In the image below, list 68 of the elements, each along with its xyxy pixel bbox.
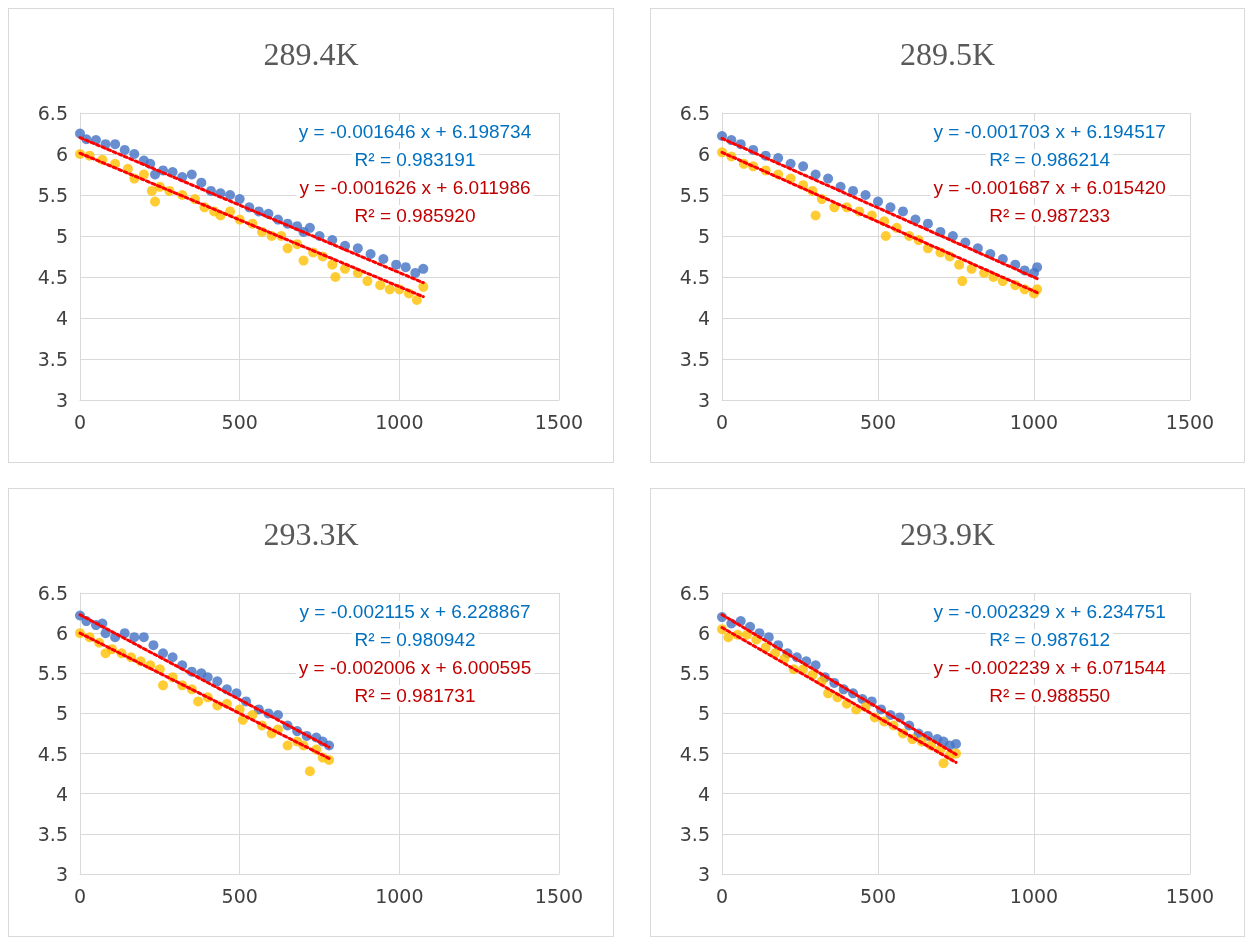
- y-tick-label: 3.5: [679, 822, 710, 845]
- y-tick-label: 3: [55, 389, 68, 411]
- annotation: y = -0.002006 x + 6.000595: [298, 657, 532, 678]
- y-tick-label: 5.5: [679, 184, 710, 206]
- y-tick-label: 4: [55, 782, 68, 805]
- x-tick-label: 0: [73, 884, 87, 907]
- y-tick-label: 6.5: [37, 102, 68, 124]
- y-tick-label: 4.5: [37, 742, 68, 765]
- annotation: R² = 0.980942: [354, 629, 476, 650]
- y-tick-label: 4: [55, 307, 68, 329]
- y-tick-label: 5: [55, 225, 68, 247]
- y-tick-label: 5.5: [37, 662, 68, 685]
- x-tick-label: 0: [715, 410, 729, 433]
- x-tick-label: 1500: [1165, 884, 1215, 907]
- x-tick-label: 1500: [534, 410, 584, 433]
- y-tick-label: 5.5: [37, 184, 68, 206]
- x-tick-label: 1000: [375, 410, 424, 433]
- x-tick-label: 0: [715, 884, 729, 907]
- annotation: y = -0.002115 x + 6.228867: [299, 601, 531, 622]
- x-tick-label: 0: [73, 410, 87, 433]
- y-tick-label: 6: [697, 622, 710, 645]
- annotation: R² = 0.987612: [989, 629, 1111, 650]
- annotation: R² = 0.987233: [989, 205, 1111, 226]
- annotation: y = -0.001703 x + 6.194517: [933, 121, 1166, 142]
- y-tick-label: 5: [697, 225, 710, 247]
- y-tick-label: 3: [697, 389, 710, 411]
- x-tick-label: 1500: [1165, 410, 1215, 433]
- annotation: y = -0.002239 x + 6.071544: [933, 657, 1167, 678]
- y-tick-label: 6: [697, 143, 710, 165]
- y-tick-label: 5: [697, 702, 710, 725]
- annotation: R² = 0.981731: [354, 685, 476, 706]
- y-tick-label: 3.5: [37, 822, 68, 845]
- y-tick-label: 5.5: [679, 662, 710, 685]
- y-tick-label: 6.5: [37, 582, 68, 604]
- x-tick-label: 500: [221, 884, 258, 907]
- y-tick-label: 6: [55, 622, 68, 645]
- annotation: R² = 0.988550: [989, 685, 1111, 706]
- y-tick-label: 6.5: [679, 582, 710, 604]
- annotation: R² = 0.985920: [354, 205, 476, 226]
- annotation: y = -0.001687 x + 6.015420: [933, 177, 1166, 198]
- x-tick-label: 500: [859, 884, 897, 907]
- x-tick-label: 500: [221, 410, 258, 433]
- x-tick-label: 500: [859, 410, 897, 433]
- annotation: y = -0.001646 x + 6.198734: [298, 121, 532, 142]
- y-tick-label: 3: [697, 863, 710, 885]
- y-tick-label: 4: [697, 782, 710, 805]
- chart-title: 293.3K: [263, 516, 359, 552]
- x-tick-label: 1500: [534, 884, 584, 907]
- annotation: R² = 0.983191: [354, 149, 476, 170]
- x-tick-label: 1000: [375, 884, 424, 907]
- y-tick-label: 5: [55, 702, 68, 725]
- chart-title: 293.9K: [899, 516, 996, 552]
- chart-title: 289.4K: [263, 36, 359, 72]
- y-tick-label: 4.5: [679, 266, 710, 288]
- annotation: y = -0.001626 x + 6.011986: [299, 177, 531, 198]
- x-tick-label: 1000: [1009, 884, 1059, 907]
- y-tick-label: 3.5: [37, 348, 68, 370]
- chart-title: 289.5K: [899, 36, 996, 72]
- y-tick-label: 4.5: [679, 742, 710, 765]
- y-tick-label: 4.5: [37, 266, 68, 288]
- x-tick-label: 1000: [1009, 410, 1059, 433]
- annotation: y = -0.002329 x + 6.234751: [933, 601, 1166, 622]
- y-tick-label: 6: [55, 143, 68, 165]
- y-tick-label: 3.5: [679, 348, 710, 370]
- y-tick-label: 4: [697, 307, 710, 329]
- y-tick-label: 3: [55, 863, 68, 885]
- annotation: R² = 0.986214: [989, 149, 1111, 170]
- y-tick-label: 6.5: [679, 102, 710, 124]
